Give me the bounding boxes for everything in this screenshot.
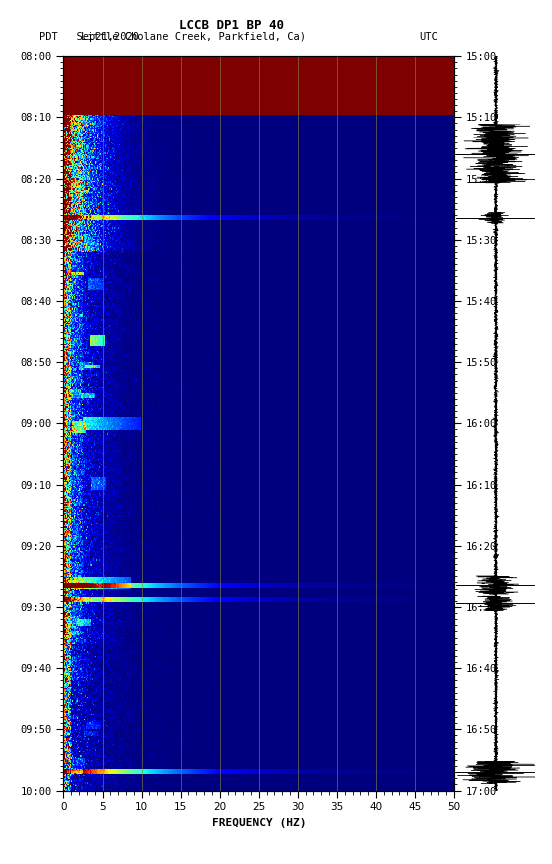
X-axis label: FREQUENCY (HZ): FREQUENCY (HZ) (211, 818, 306, 828)
Text: LCCB DP1 BP 40: LCCB DP1 BP 40 (179, 19, 284, 32)
Text: Little Cholane Creek, Parkfield, Ca): Little Cholane Creek, Parkfield, Ca) (81, 32, 306, 42)
Text: PDT   Sep21,2020: PDT Sep21,2020 (39, 32, 139, 42)
Text: UTC: UTC (420, 32, 438, 42)
